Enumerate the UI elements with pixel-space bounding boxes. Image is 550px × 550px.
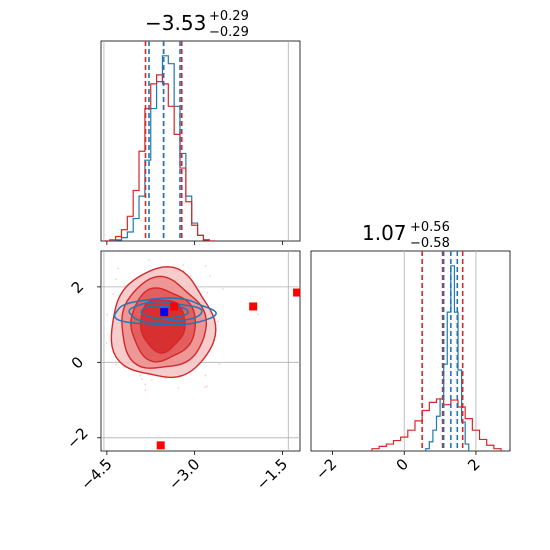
marginal-y-xtick-label-0: −2 bbox=[312, 455, 340, 483]
joint-scatter-point bbox=[151, 378, 153, 381]
joint-scatter-point bbox=[222, 288, 224, 290]
marginal-y-title-plus: +0.56 bbox=[410, 220, 450, 235]
joint-scatter-point bbox=[189, 275, 192, 278]
joint-scatter-point bbox=[115, 363, 118, 366]
marginal-y-hist-series-1 bbox=[371, 398, 502, 451]
marginal-x-title-minus: −0.29 bbox=[209, 25, 249, 40]
blue-marker bbox=[160, 308, 169, 317]
joint-scatter-point bbox=[206, 385, 208, 388]
joint-frame bbox=[100, 250, 301, 452]
marginal-y-hist-series-0 bbox=[425, 265, 470, 451]
joint-scatter-point bbox=[106, 313, 109, 316]
joint-scatter-point bbox=[115, 278, 118, 281]
red-marker-1 bbox=[249, 302, 258, 311]
joint-xtick-label-1: −3.0 bbox=[165, 455, 203, 493]
joint-scatter-point bbox=[144, 388, 147, 391]
marginal-y-xtick-label-2: 2 bbox=[464, 455, 483, 474]
joint-scatter-point bbox=[105, 342, 108, 345]
joint-scatter-point bbox=[182, 264, 184, 267]
joint-scatter-point bbox=[218, 363, 221, 366]
joint-scatter-point bbox=[141, 378, 144, 380]
joint-scatter-point bbox=[204, 374, 207, 377]
joint-scatter-point bbox=[217, 320, 220, 323]
joint-scatter-point bbox=[111, 247, 113, 249]
joint-scatter-point bbox=[177, 387, 180, 389]
joint-scatter-point bbox=[168, 242, 170, 244]
red-marker-3 bbox=[156, 441, 165, 450]
joint-scatter-point bbox=[117, 267, 120, 270]
joint-scatter-point bbox=[257, 313, 260, 316]
marginal-y-title: 1.07 bbox=[362, 221, 407, 245]
joint-xtick-label-0: −4.5 bbox=[77, 455, 115, 493]
joint-scatter-point bbox=[112, 293, 115, 295]
marginal-y-title-minus: −0.58 bbox=[410, 236, 450, 251]
joint-scatter-point bbox=[208, 275, 211, 277]
joint-panel: −4.5 −3.0 −1.5 −2 0 2 bbox=[63, 241, 301, 494]
joint-xtick-label-2: −1.5 bbox=[253, 455, 291, 493]
marginal-x-panel: −3.53 +0.29 −0.29 bbox=[100, 9, 301, 242]
marginal-x-hist-series-1 bbox=[103, 74, 216, 241]
joint-scatter-point bbox=[204, 265, 207, 267]
joint-scatter-point bbox=[206, 291, 209, 294]
joint-ytick-label-2: 2 bbox=[68, 278, 87, 297]
joint-scatter-point bbox=[148, 258, 150, 261]
blue-contour-level-1 bbox=[128, 300, 203, 323]
marginal-y-xtick-label-1: 0 bbox=[393, 455, 412, 474]
joint-scatter-point bbox=[204, 386, 207, 389]
marginal-y-frame bbox=[310, 250, 511, 452]
blue-contour-level-0 bbox=[113, 297, 217, 326]
joint-ytick-label-0: −2 bbox=[63, 424, 91, 452]
marginal-x-title-plus: +0.29 bbox=[209, 9, 249, 24]
joint-scatter-point bbox=[95, 416, 97, 418]
red-contour-level-3 bbox=[139, 298, 186, 354]
red-marker-2 bbox=[293, 288, 300, 297]
joint-scatter-point bbox=[139, 374, 142, 377]
red-marker-0 bbox=[170, 302, 179, 311]
marginal-y-panel: −2 0 2 1.07 +0.56 −0.58 bbox=[310, 220, 511, 483]
marginal-x-frame bbox=[100, 40, 301, 242]
joint-scatter-point bbox=[165, 377, 167, 380]
joint-scatter-point bbox=[144, 383, 147, 386]
marginal-x-hist-series-0 bbox=[103, 55, 216, 241]
marginal-x-title: −3.53 bbox=[145, 11, 206, 35]
joint-ytick-label-1: 0 bbox=[68, 353, 87, 372]
